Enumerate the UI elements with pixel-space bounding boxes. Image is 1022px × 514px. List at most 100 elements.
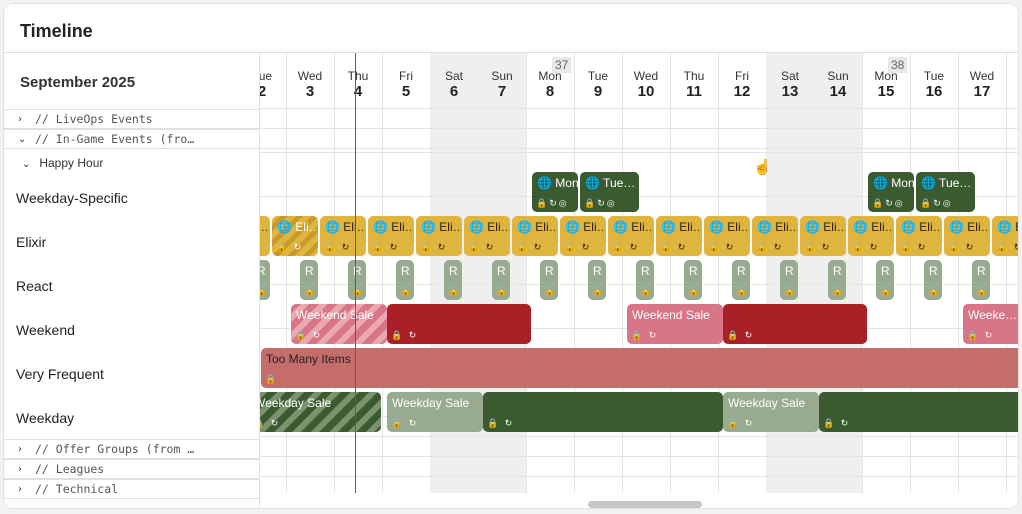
event-label: R [881, 264, 890, 278]
lock-icon: 🔒↻◎ [920, 198, 953, 208]
event-elixir[interactable]: 🌐 Eli…🔒 ↻ [992, 216, 1018, 256]
event-weekday-sale[interactable]: Weekday Sale 🔒 ↻ [259, 392, 381, 432]
event-elixir[interactable]: 🌐 Eli…🔒 ↻ [560, 216, 606, 256]
lock-icon: 🔒 ↻ [708, 242, 736, 252]
event-react[interactable]: R🔒 [444, 260, 462, 300]
event-elixir[interactable]: 🌐 Eli…🔒 ↻ [512, 216, 558, 256]
group-liveops[interactable]: › // LiveOps Events [4, 109, 260, 129]
event-react[interactable]: R🔒 [924, 260, 942, 300]
calendar-grid[interactable]: Tue2Wed3Thu4Fri5Sat6Sun7Mon837Tue9Wed10T… [259, 53, 1018, 493]
event-elixir[interactable]: 🌐 Eli…🔒 ↻ [896, 216, 942, 256]
group-ingame[interactable]: ⌄ // In-Game Events (fro… [4, 129, 260, 149]
row-label-weekday: Weekday [16, 410, 75, 426]
group-offer-groups[interactable]: › // Offer Groups (from … [4, 439, 260, 459]
event-react[interactable]: R🔒 [876, 260, 894, 300]
event-label: R [401, 264, 410, 278]
event-react[interactable]: R🔒 [972, 260, 990, 300]
event-label: 🌐 Eli… [805, 220, 846, 234]
event-react[interactable]: R🔒 [540, 260, 558, 300]
lock-icon: 🔒 [832, 286, 846, 296]
event-weekend-sale[interactable]: Weekend Sale 🔒 ↻ [291, 304, 387, 344]
event-weekday-block[interactable]: 🔒 ↻ [819, 392, 1018, 432]
event-too-many-items[interactable]: Too Many Items 🔒 [261, 348, 1018, 388]
day-number: 2 [259, 83, 286, 100]
row-divider [259, 476, 1018, 477]
event-weekday-specific[interactable]: 🌐 Mon… 🔒↻◎ [868, 172, 914, 212]
event-elixir[interactable]: 🌐 Eli…🔒 ↻ [704, 216, 750, 256]
row-labels-panel: September 2025 › // LiveOps Events ⌄ // In… [4, 53, 260, 508]
chevron-down-icon: ⌄ [18, 133, 27, 145]
event-weekend-sale[interactable]: Weeke… 🔒 ↻ [963, 304, 1018, 344]
event-react[interactable]: R🔒 [492, 260, 510, 300]
event-label: Weekend Sale [296, 308, 374, 322]
event-weekday-sale[interactable]: Weekday Sale 🔒 ↻ [387, 392, 483, 432]
event-react[interactable]: R🔒 [300, 260, 318, 300]
event-weekday-sale[interactable]: Weekday Sale 🔒 ↻ [723, 392, 819, 432]
event-elixir[interactable]: 🌐 Eli…🔒 ↻ [944, 216, 990, 256]
event-weekend-block[interactable]: 🔒 ↻ [387, 304, 531, 344]
event-elixir[interactable]: 🌐 Eli…🔒 ↻ [272, 216, 318, 256]
event-elixir[interactable]: 🌐 Eli…🔒 ↻ [259, 216, 270, 256]
row-label-react: React [16, 278, 53, 294]
event-weekend-block[interactable]: 🔒 ↻ [723, 304, 867, 344]
group-technical[interactable]: › // Technical [4, 479, 260, 499]
horizontal-scrollbar[interactable] [588, 501, 702, 508]
event-weekday-specific[interactable]: 🌐 Tue… 🔒↻◎ [916, 172, 975, 212]
day-name: Wed [297, 69, 323, 83]
event-weekday-specific[interactable]: 🌐 Tue… 🔒↻◎ [580, 172, 639, 212]
chevron-right-icon: › [18, 483, 22, 495]
event-elixir[interactable]: 🌐 Eli…🔒 ↻ [464, 216, 510, 256]
day-name: Sun [827, 69, 849, 83]
event-weekday-specific[interactable]: 🌐 Mon… 🔒↻◎ [532, 172, 578, 212]
event-react[interactable]: R🔒 [780, 260, 798, 300]
lock-icon: 🔒 ↻ [372, 242, 400, 252]
event-react[interactable]: R🔒 [732, 260, 750, 300]
day-number: 3 [305, 83, 315, 100]
event-react[interactable]: R🔒 [259, 260, 270, 300]
row-label-elixir: Elixir [16, 234, 47, 250]
column-divider [910, 53, 911, 493]
event-elixir[interactable]: 🌐 Eli…🔒 ↻ [416, 216, 462, 256]
lock-icon: 🔒 ↻ [852, 242, 880, 252]
event-react[interactable]: R🔒 [588, 260, 606, 300]
event-label: 🌐 Eli… [901, 220, 942, 234]
event-label: 🌐 Mon… [873, 176, 914, 190]
event-elixir[interactable]: 🌐 Eli…🔒 ↻ [752, 216, 798, 256]
event-elixir[interactable]: 🌐 Eli…🔒 ↻ [608, 216, 654, 256]
lock-icon: 🔒 ↻ [804, 242, 832, 252]
event-label: 🌐 Eli… [373, 220, 414, 234]
week-number: 38 [888, 57, 908, 73]
lock-icon: 🔒 ↻ [391, 330, 419, 340]
day-name: Tue [259, 69, 273, 83]
day-number: 18 [1006, 83, 1018, 100]
subgroup-happy-hour[interactable]: ⌄ Happy Hour [22, 156, 103, 170]
event-label: Weeke… [968, 308, 1018, 322]
panel-title: Timeline [20, 21, 93, 41]
group-leagues[interactable]: › // Leagues [4, 459, 260, 479]
event-elixir[interactable]: 🌐 Eli…🔒 ↻ [848, 216, 894, 256]
event-react[interactable]: R🔒 [684, 260, 702, 300]
event-elixir[interactable]: 🌐 Eli… 🔒 ↻ [800, 216, 846, 256]
event-label: R [259, 264, 266, 278]
day-number: 13 [781, 83, 799, 100]
row-divider [259, 108, 1018, 109]
event-label: 🌐 Mon… [537, 176, 578, 190]
event-elixir[interactable]: 🌐 Eli… 🔒 ↻ [368, 216, 414, 256]
lock-icon: 🔒 ↻ [420, 242, 448, 252]
event-react[interactable]: R🔒 [828, 260, 846, 300]
event-weekday-block[interactable]: 🔒 ↻ [483, 392, 723, 432]
day-number: 5 [401, 83, 411, 100]
event-react[interactable]: R🔒 [636, 260, 654, 300]
event-react[interactable]: R🔒 [396, 260, 414, 300]
lock-icon: 🔒 [496, 286, 510, 296]
lock-icon: 🔒 [304, 286, 318, 296]
event-react[interactable]: R🔒 [348, 260, 366, 300]
event-weekend-sale[interactable]: Weekend Sale 🔒 ↻ [627, 304, 723, 344]
event-label: Weekend Sale [632, 308, 710, 322]
day-name: Wed [969, 69, 995, 83]
event-elixir[interactable]: 🌐 Eli…🔒 ↻ [320, 216, 366, 256]
event-label: 🌐 Eli… [565, 220, 606, 234]
event-elixir[interactable]: 🌐 Eli…🔒 ↻ [656, 216, 702, 256]
day-name: Thu [1006, 69, 1018, 83]
timeline: Tue2Wed3Thu4Fri5Sat6Sun7Mon837Tue9Wed10T… [4, 52, 1018, 508]
